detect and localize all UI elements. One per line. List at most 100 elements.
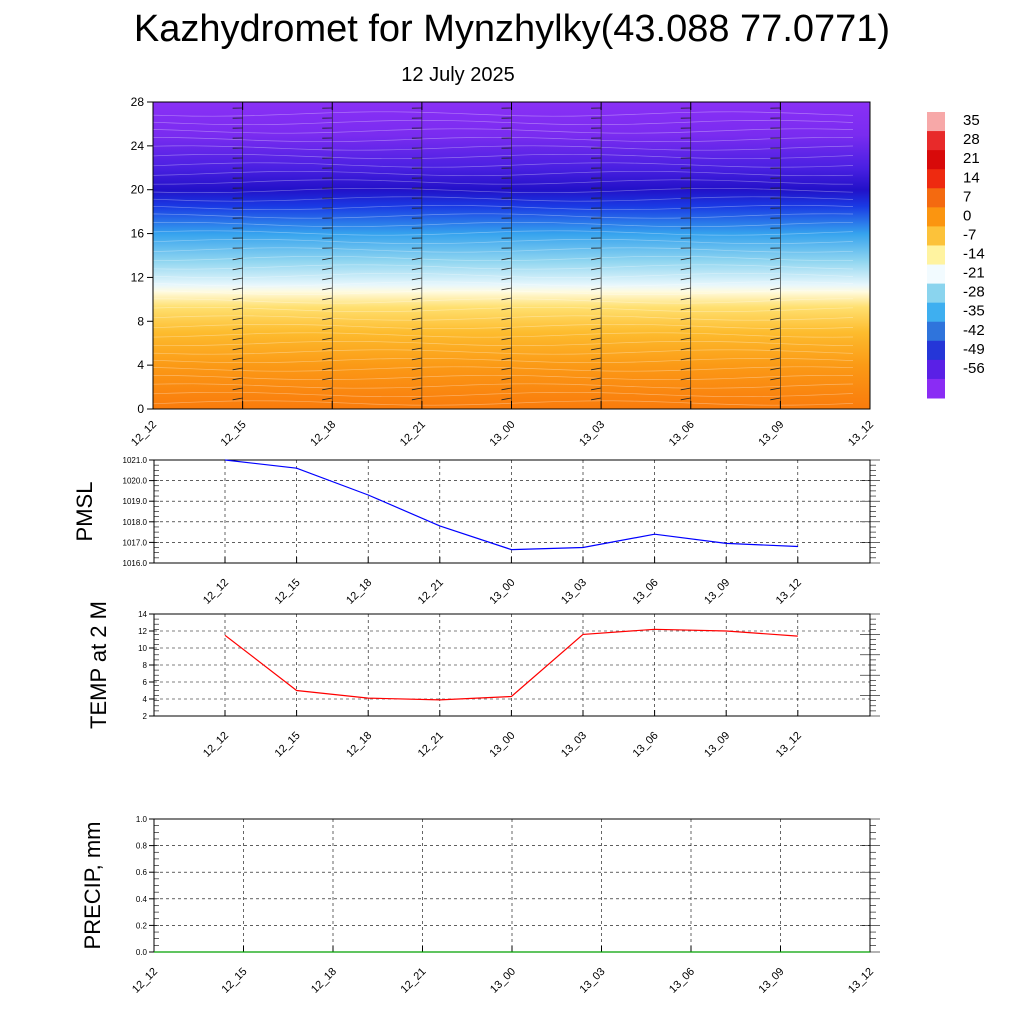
x-tick-label: 13_09 [757, 966, 787, 996]
colorbar-swatch [927, 207, 945, 227]
wind-barb [770, 327, 781, 331]
x-tick-label: 12_18 [344, 730, 374, 760]
wind-barb [770, 367, 781, 371]
colorbar-label: 14 [963, 169, 980, 186]
wind-barb [501, 337, 512, 341]
contour-line [152, 179, 854, 185]
wind-barb [501, 317, 512, 321]
colorbar-label: -21 [963, 265, 985, 282]
wind-barb [591, 397, 602, 401]
wind-barb [770, 397, 781, 401]
contour-line [152, 247, 854, 253]
wind-barb [591, 327, 602, 331]
wind-barb [680, 297, 691, 301]
x-tick-label: 12_18 [309, 966, 339, 996]
wind-barb [770, 387, 781, 391]
colorbar-swatch [927, 302, 945, 323]
x-tick-label: 13_03 [578, 966, 608, 996]
wind-barb [591, 377, 602, 381]
contour-line [152, 400, 854, 406]
wind-barb [591, 307, 602, 311]
wind-barb [770, 347, 781, 351]
y-axis-title: TEMP at 2 M [86, 601, 111, 729]
y-tick-label: 14 [138, 610, 147, 619]
wind-barb [411, 307, 422, 311]
y-tick-label: 8 [137, 314, 144, 328]
contour-line [152, 162, 854, 168]
y-tick-label: 24 [131, 139, 145, 153]
contour-line [152, 221, 854, 228]
y-tick-label: 20 [131, 183, 145, 197]
wind-barb [232, 387, 243, 391]
x-tick-label: 12_12 [201, 577, 231, 607]
x-tick-label: 13_12 [846, 966, 876, 996]
wind-barb [232, 307, 243, 311]
wind-barb [591, 367, 602, 371]
wind-barb [232, 327, 243, 331]
x-tick-label: 12_21 [416, 577, 446, 607]
wind-barb [322, 297, 333, 301]
y-tick-label: 1018.0 [123, 518, 148, 527]
wind-barb [411, 257, 422, 261]
x-tick-label: 12_15 [219, 419, 249, 449]
wind-barb [501, 267, 512, 271]
wind-barb [680, 387, 691, 391]
wind-barb [411, 337, 422, 341]
colorbar-swatch [927, 321, 945, 342]
y-tick-label: 4 [137, 358, 144, 372]
y-tick-label: 4 [143, 695, 148, 704]
wind-barb [411, 387, 422, 391]
wind-barb [770, 337, 781, 341]
wind-barb [322, 377, 333, 381]
wind-barb [232, 257, 243, 261]
y-tick-label: 2 [143, 712, 148, 721]
y-tick-label: 0.2 [136, 921, 148, 930]
x-tick-label: 13_09 [702, 577, 732, 607]
wind-barb [322, 357, 333, 361]
wind-barb [501, 367, 512, 371]
x-tick-label: 12_15 [220, 966, 250, 996]
y-tick-label: 16 [131, 227, 145, 241]
contour-line [152, 204, 854, 211]
contour-line [152, 281, 854, 287]
wind-barb [322, 367, 333, 371]
y-tick-label: 0.8 [136, 842, 148, 851]
wind-barb [680, 267, 691, 271]
contour-line [152, 391, 854, 398]
wind-barb [501, 297, 512, 301]
wind-barb [411, 347, 422, 351]
x-tick-label: 13_00 [487, 577, 517, 607]
wind-barb [232, 357, 243, 361]
colorbar-label: 0 [963, 207, 971, 224]
x-tick-label: 12_21 [398, 419, 428, 449]
wind-barb [322, 327, 333, 331]
x-tick-label: 12_15 [273, 577, 303, 607]
colorbar-label: -28 [963, 284, 985, 301]
wind-barb [680, 317, 691, 321]
wind-barb [591, 357, 602, 361]
wind-barb [322, 337, 333, 341]
contour-line [152, 119, 854, 126]
y-tick-label: 10 [138, 644, 147, 653]
wind-barb [232, 277, 243, 281]
contour-line [152, 264, 854, 270]
wind-barb [770, 377, 781, 381]
wind-barb [322, 257, 333, 261]
wind-barb [411, 267, 422, 271]
contour-line [152, 196, 854, 202]
y-axis-title: PMSL [72, 482, 97, 542]
contour-line [152, 230, 854, 236]
chart-title: Kazhydromet for Mynzhylky(43.088 77.0771… [133, 8, 891, 50]
wind-barb [770, 277, 781, 281]
wind-barb [680, 367, 691, 371]
wind-barb [411, 287, 422, 291]
wind-barb [501, 287, 512, 291]
y-axis-title: PRECIP, mm [80, 822, 105, 950]
y-tick-label: 0.4 [136, 895, 148, 904]
colorbar-swatch [927, 245, 945, 266]
wind-barb [322, 277, 333, 281]
wind-barb [232, 317, 243, 321]
x-tick-label: 13_09 [756, 419, 786, 449]
wind-barb [322, 287, 333, 291]
